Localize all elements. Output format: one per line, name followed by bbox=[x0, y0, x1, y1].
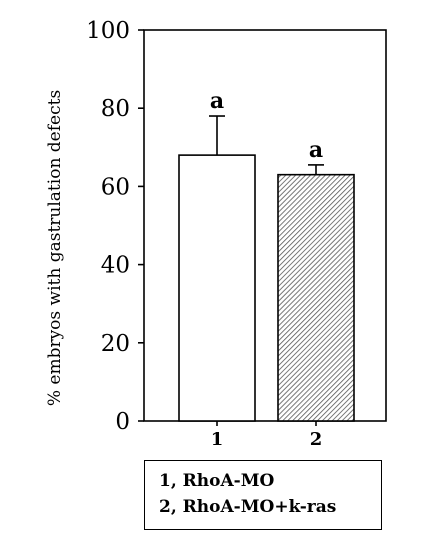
y-tick-label: 40 bbox=[101, 253, 130, 279]
x-tick-label-2: 2 bbox=[310, 429, 323, 450]
legend-item-1: 1, RhoA-MO bbox=[159, 471, 275, 491]
legend: 1, RhoA-MO 2, RhoA-MO+k-ras bbox=[144, 460, 382, 530]
bar-1 bbox=[178, 154, 256, 422]
y-tick-label: 20 bbox=[101, 331, 130, 357]
significance-label-2: a bbox=[309, 137, 323, 163]
x-tick-label-1: 1 bbox=[211, 429, 224, 450]
y-tick-label: 80 bbox=[101, 96, 130, 122]
plot-frame bbox=[143, 29, 387, 422]
legend-item-2: 2, RhoA-MO+k-ras bbox=[159, 497, 337, 517]
significance-label-1: a bbox=[210, 88, 224, 114]
y-tick-label: 0 bbox=[115, 409, 130, 435]
y-axis-label: % embryos with gastrulation defects bbox=[45, 90, 65, 406]
y-tick-label: 60 bbox=[101, 174, 130, 200]
bar-2 bbox=[277, 173, 355, 422]
y-tick-label: 100 bbox=[86, 18, 130, 44]
